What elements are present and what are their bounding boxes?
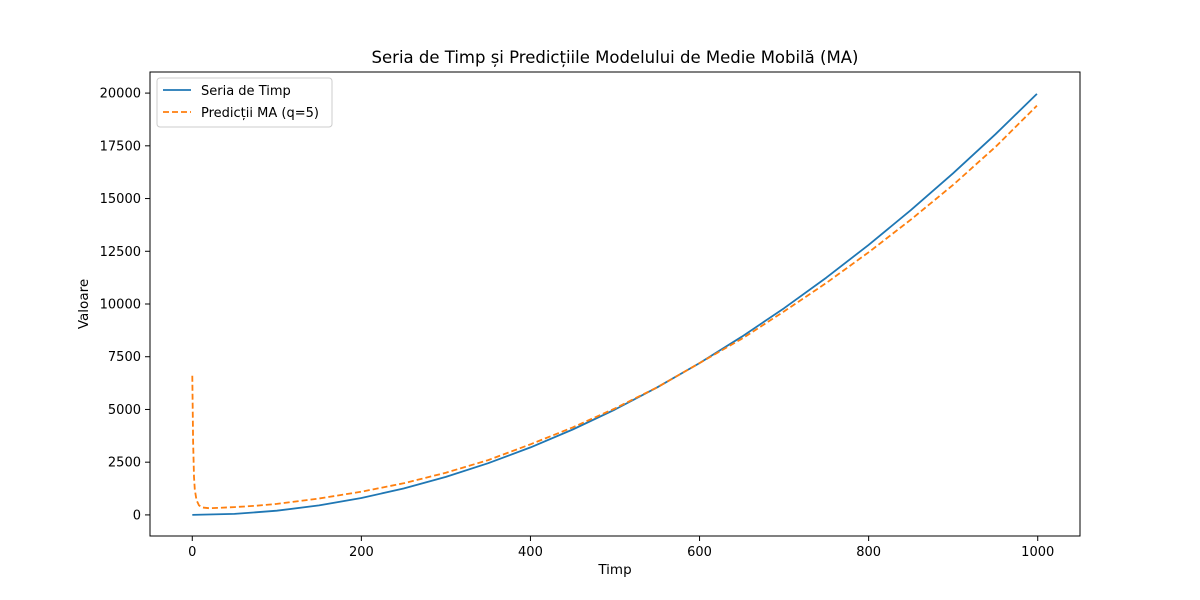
x-axis-ticks: 0 200 400 600 800 1000	[188, 536, 1054, 560]
x-tick-label: 400	[518, 545, 543, 560]
y-tick-label: 10000	[100, 298, 141, 313]
legend-box	[156, 77, 333, 128]
y-axis-ticks: 0 2500 5000 7500 10000 12500 15000 17500 20000	[100, 87, 150, 523]
legend: Seria de Timp Predicții MA (q=5)	[156, 77, 333, 128]
chart-title: Seria de Timp și Predicțiile Modelului d…	[372, 48, 859, 67]
series-layer	[191, 93, 1038, 516]
y-tick-label: 20000	[100, 87, 141, 102]
x-tick-label: 200	[349, 545, 374, 560]
y-tick-label: 12500	[100, 245, 141, 260]
x-tick-label: 1000	[1021, 545, 1054, 560]
x-tick-label: 600	[687, 545, 712, 560]
y-tick-label: 0	[133, 508, 141, 523]
series-line-predictii-ma	[191, 105, 1038, 510]
y-tick-label: 15000	[100, 192, 141, 207]
legend-label-predictii-ma: Predicții MA (q=5)	[201, 106, 319, 121]
y-tick-label: 5000	[108, 403, 141, 418]
x-tick-label: 0	[188, 545, 196, 560]
x-axis-label: Timp	[597, 562, 631, 578]
x-tick-label: 800	[856, 545, 881, 560]
legend-label-seria-de-timp: Seria de Timp	[201, 84, 291, 99]
y-tick-label: 17500	[100, 139, 141, 154]
y-axis-label: Valoare	[76, 279, 92, 329]
y-tick-label: 2500	[108, 456, 141, 471]
y-tick-label: 7500	[108, 350, 141, 365]
series-line-seria-de-timp	[192, 93, 1038, 516]
